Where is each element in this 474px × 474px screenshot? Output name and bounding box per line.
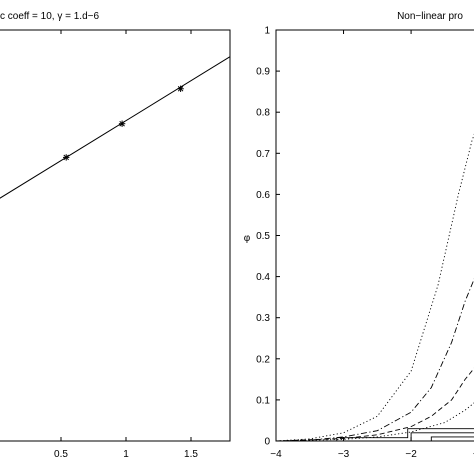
right-y-tick-label: 0.9	[256, 67, 270, 78]
right-series-5-line	[276, 428, 474, 442]
left-panel: c coeff = 10, γ = 1.d−6 0.5 1 1.5	[0, 11, 231, 460]
left-x-tick-label: 1.5	[184, 449, 198, 460]
left-x-tick-label: 0.5	[54, 449, 68, 460]
right-y-tick-label: 0.4	[256, 272, 270, 283]
left-data-point	[177, 85, 184, 92]
right-plot-area	[275, 29, 474, 442]
right-y-axis-label: φ	[244, 233, 251, 244]
left-axes-frame	[0, 29, 231, 442]
right-y-tick-label: 0.7	[256, 149, 270, 160]
left-data-point	[118, 120, 126, 127]
star-stroke	[63, 154, 69, 161]
right-y-tick-label: 1	[264, 26, 270, 37]
right-y-tick-label: 0.2	[256, 354, 270, 365]
right-series-4-line	[275, 402, 474, 442]
left-x-tick-label: 1	[123, 449, 129, 460]
right-series-1-line	[275, 133, 474, 442]
star-stroke	[119, 120, 125, 127]
right-y-tick-label: 0.5	[256, 231, 270, 242]
left-data-point	[63, 154, 70, 161]
right-x-tick-labels: −4 −3 −2 −1	[270, 449, 474, 460]
right-y-tick-label: 0.6	[256, 190, 270, 201]
right-y-tick-labels: 0 0.1 0.2 0.3 0.4 0.5 0.6 0.7 0.8 0.9 1	[256, 26, 270, 448]
right-axes-frame	[275, 29, 474, 442]
right-chart-title: Non−linear pro	[397, 11, 463, 22]
left-chart-title: c coeff = 10, γ = 1.d−6	[0, 11, 99, 22]
star-stroke	[177, 86, 184, 92]
right-x-tick-label: −2	[405, 449, 417, 460]
right-y-tick-label: 0.8	[256, 108, 270, 119]
right-x-tick-label: −4	[270, 449, 282, 460]
left-plot-area	[0, 29, 231, 442]
right-panel: Non−linear pro φ 00.10.20.30.40.50.60.70…	[244, 11, 474, 460]
right-y-tick-label: 0.1	[256, 395, 270, 406]
left-x-tick-labels: 0.5 1 1.5	[54, 449, 198, 460]
right-series-3-line	[275, 367, 474, 442]
right-y-tick-label: 0	[264, 437, 270, 448]
right-series-7-line	[276, 436, 474, 442]
right-x-tick-label: −3	[338, 449, 350, 460]
right-y-tick-label: 0.3	[256, 313, 270, 324]
left-series-line	[0, 56, 231, 199]
right-series-2-line	[275, 278, 474, 442]
right-x-tick-label: −1	[473, 449, 474, 460]
